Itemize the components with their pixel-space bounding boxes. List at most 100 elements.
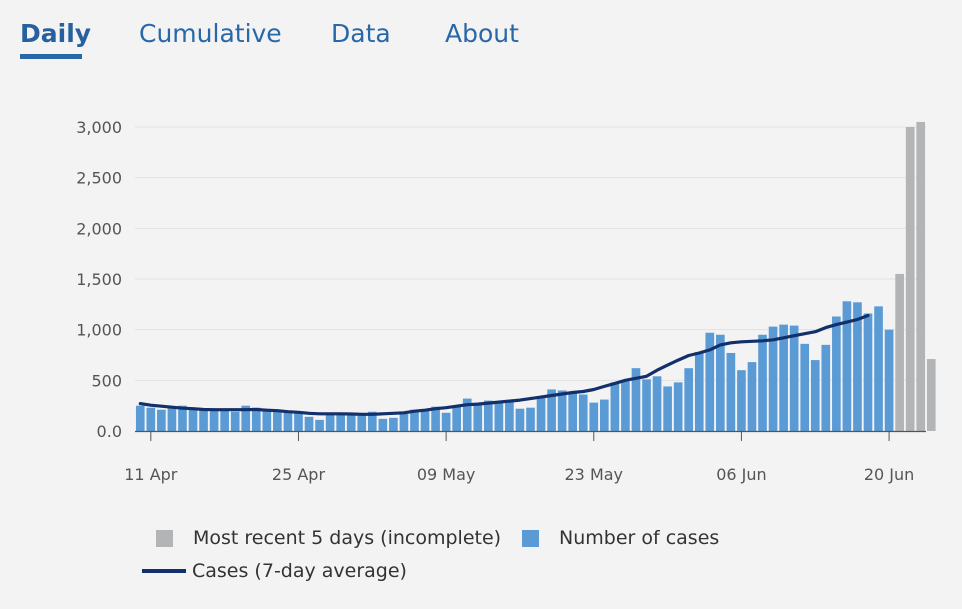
- average-line: [138, 313, 870, 416]
- case-bar: [357, 414, 367, 431]
- tab-daily[interactable]: Daily: [20, 19, 92, 48]
- tab-about[interactable]: About: [445, 19, 519, 48]
- incomplete-bar: [916, 121, 926, 431]
- case-bar: [758, 334, 767, 431]
- legend-label-average: Cases (7-day average): [192, 560, 407, 582]
- case-bar: [262, 409, 272, 431]
- case-bar: [874, 306, 883, 431]
- y-tick-label: 2,500: [76, 169, 122, 188]
- case-bar: [420, 410, 430, 431]
- x-tick-label: 06 Jun: [716, 465, 766, 484]
- legend-label-incomplete: Most recent 5 days (incomplete): [193, 527, 502, 549]
- case-bar: [389, 417, 398, 431]
- case-bar: [832, 316, 841, 431]
- case-bar: [737, 370, 746, 431]
- legend-swatch-average: [142, 569, 186, 573]
- case-bar: [336, 414, 345, 431]
- legend-item-cases[interactable]: Number of cases: [522, 527, 719, 549]
- y-tick-label: 3,000: [76, 118, 122, 137]
- case-bar: [610, 382, 620, 431]
- y-tick-label: 500: [91, 371, 122, 390]
- legend-item-average[interactable]: Cases (7-day average): [142, 560, 407, 582]
- case-bar: [283, 411, 293, 431]
- case-bar: [821, 344, 831, 431]
- case-bar: [209, 409, 219, 431]
- case-bar: [578, 394, 588, 431]
- tab-cumulative[interactable]: Cumulative: [139, 19, 282, 48]
- case-bar: [800, 343, 810, 431]
- incomplete-bar: [895, 273, 904, 431]
- case-bar: [441, 412, 451, 431]
- case-bar: [220, 409, 229, 431]
- case-bar: [694, 351, 704, 431]
- case-bar: [789, 325, 799, 431]
- case-bar: [146, 407, 156, 431]
- x-tick-label: 25 Apr: [272, 465, 326, 484]
- case-bar: [631, 368, 641, 431]
- case-bar: [315, 419, 324, 431]
- case-bar: [494, 401, 504, 431]
- case-bar: [600, 399, 609, 431]
- case-bar: [716, 334, 725, 431]
- case-bar: [294, 412, 303, 431]
- incomplete-bar: [926, 359, 936, 431]
- case-bar: [536, 397, 546, 431]
- active-tab-underline: [20, 54, 82, 59]
- y-tick-label: 1,000: [76, 321, 122, 340]
- case-bar: [241, 405, 251, 431]
- case-bar: [705, 332, 715, 431]
- legend-label-cases: Number of cases: [559, 527, 720, 549]
- case-bar: [747, 362, 757, 431]
- case-bar: [853, 302, 862, 431]
- x-tick-label: 23 May: [565, 465, 624, 484]
- case-bar: [526, 407, 535, 431]
- case-bar: [810, 360, 820, 431]
- x-tick-label: 09 May: [417, 465, 476, 484]
- case-bar: [367, 411, 377, 431]
- case-bar: [779, 324, 788, 431]
- case-bar: [568, 392, 578, 431]
- case-bar: [325, 413, 335, 431]
- case-bar: [547, 389, 556, 431]
- case-bar: [557, 390, 567, 431]
- case-bar: [346, 413, 356, 431]
- case-bar: [167, 406, 177, 431]
- tab-data[interactable]: Data: [331, 19, 391, 48]
- case-bar: [378, 418, 388, 431]
- case-bar: [663, 386, 672, 431]
- x-tick-label: 11 Apr: [124, 465, 178, 484]
- case-bar: [304, 416, 314, 431]
- case-bar: [726, 352, 736, 431]
- case-bar: [884, 329, 894, 431]
- tab-bar: Daily Cumulative Data About: [0, 0, 962, 70]
- case-bar: [410, 409, 419, 431]
- case-bar: [431, 406, 440, 431]
- case-bar: [399, 413, 409, 431]
- case-bar: [452, 406, 461, 431]
- legend-swatch-incomplete: [156, 529, 173, 547]
- case-bar: [768, 326, 778, 431]
- case-bar: [230, 411, 240, 431]
- x-tick-label: 20 Jun: [864, 465, 914, 484]
- case-bar: [483, 400, 493, 431]
- case-bar: [473, 403, 483, 431]
- case-bar: [135, 405, 145, 431]
- case-bar: [178, 405, 187, 431]
- y-tick-label: 0.0: [97, 422, 122, 441]
- case-bar: [188, 407, 198, 431]
- y-tick-label: 1,500: [76, 270, 122, 289]
- case-bar: [251, 407, 261, 431]
- case-bar: [505, 400, 514, 431]
- case-bar: [199, 410, 208, 431]
- case-bar: [273, 409, 282, 431]
- y-tick-label: 2,000: [76, 219, 122, 238]
- case-bar: [621, 381, 630, 431]
- legend-item-incomplete[interactable]: Most recent 5 days (incomplete): [156, 527, 501, 549]
- incomplete-bar: [905, 127, 915, 431]
- case-bar: [842, 301, 852, 431]
- case-bar: [157, 409, 166, 431]
- legend-swatch-cases: [522, 529, 539, 547]
- case-bar: [684, 368, 694, 431]
